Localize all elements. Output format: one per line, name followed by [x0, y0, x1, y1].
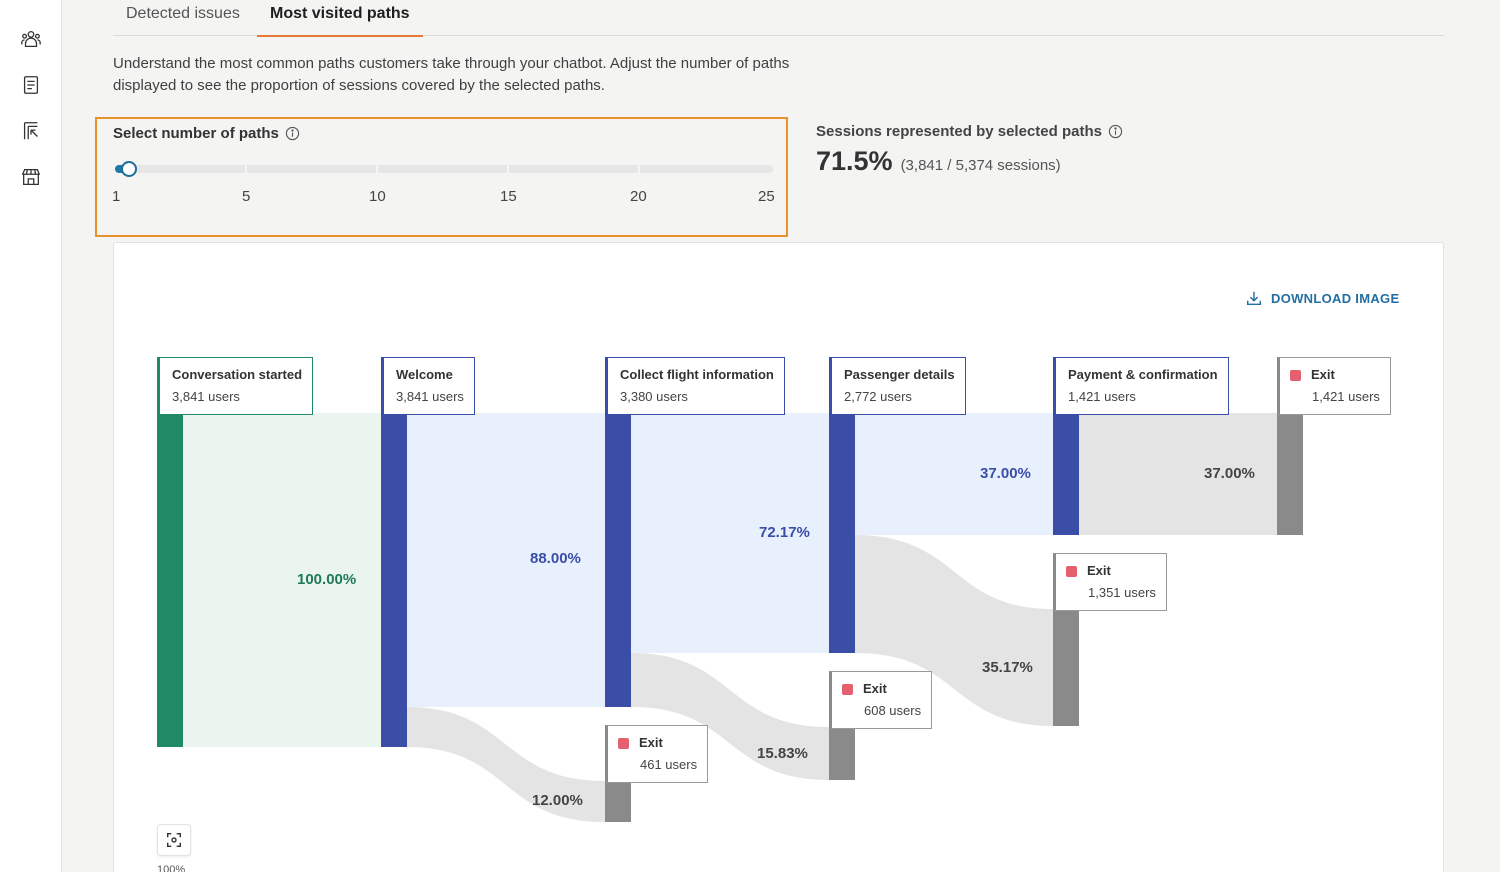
node-users: 1,421 users: [1068, 389, 1136, 404]
slider-segment-divider: [245, 165, 247, 173]
users-icon[interactable]: [18, 26, 44, 52]
node-label-passenger-details[interactable]: Passenger details 2,772 users: [829, 357, 966, 415]
flow-percent: 37.00%: [980, 465, 1031, 482]
download-icon: [1246, 291, 1262, 306]
flow-welcome-collect[interactable]: [407, 413, 605, 707]
node-bar-welcome[interactable]: [381, 357, 407, 747]
node-bar-conversation-started[interactable]: [157, 357, 183, 747]
tab-detected-issues[interactable]: Detected issues: [126, 5, 240, 22]
exit-marker-icon: [618, 737, 629, 749]
node-label-exit-passenger[interactable]: Exit 1,351 users: [1053, 553, 1167, 611]
sessions-percent: 71.5%: [816, 146, 893, 176]
fit-to-screen-button[interactable]: [157, 824, 191, 856]
node-title: Payment & confirmation: [1068, 367, 1218, 382]
flow-welcome-exit[interactable]: [407, 707, 605, 822]
store-icon[interactable]: [18, 164, 44, 190]
sessions-detail: (3,841 / 5,374 sessions): [900, 157, 1061, 174]
sessions-label: Sessions represented by selected paths: [816, 123, 1102, 140]
slider-segment-divider: [507, 165, 509, 173]
zoom-level: 100%: [157, 864, 186, 872]
slider-label: Select number of paths: [113, 125, 279, 142]
tab-most-visited-paths[interactable]: Most visited paths: [257, 0, 423, 37]
exit-marker-icon: [842, 683, 853, 695]
flow-collect-exit[interactable]: [631, 653, 829, 780]
report-icon[interactable]: [18, 118, 44, 144]
node-users: 3,380 users: [620, 389, 688, 404]
node-users: 1,351 users: [1088, 585, 1156, 600]
node-title: Exit: [1066, 560, 1156, 582]
node-users: 461 users: [640, 757, 698, 772]
node-label-exit-welcome[interactable]: Exit 461 users: [605, 725, 709, 783]
node-title: Collect flight information: [620, 367, 774, 382]
node-users: 3,841 users: [172, 389, 240, 404]
node-title-text: Exit: [639, 735, 663, 750]
info-icon[interactable]: [285, 126, 300, 141]
exit-marker-icon: [1066, 565, 1077, 577]
exit-marker-icon: [1290, 369, 1301, 381]
flow-percent: 15.83%: [757, 745, 808, 762]
fit-screen-icon: [166, 832, 182, 848]
sessions-label-row: Sessions represented by selected paths: [816, 123, 1123, 140]
node-label-exit-collect[interactable]: Exit 608 users: [829, 671, 933, 729]
flow-payment-exit[interactable]: [1079, 413, 1277, 535]
node-label-conversation-started[interactable]: Conversation started 3,841 users: [157, 357, 314, 415]
node-label-collect-flight[interactable]: Collect flight information 3,380 users: [605, 357, 785, 415]
left-rail: [0, 0, 62, 872]
node-title: Conversation started: [172, 367, 303, 382]
tab-bar: Detected issues Most visited paths: [113, 0, 1444, 37]
page-description: Understand the most common paths custome…: [113, 55, 790, 94]
flow-passenger-exit[interactable]: [855, 535, 1053, 726]
node-title: Exit: [1290, 364, 1380, 386]
node-users: 2,772 users: [844, 389, 912, 404]
flow-conversation-welcome[interactable]: [183, 413, 381, 747]
sessions-value: 71.5% (3,841 / 5,374 sessions): [816, 146, 1061, 177]
node-title-text: Exit: [1311, 367, 1335, 382]
flow-passenger-payment[interactable]: [855, 413, 1053, 535]
paths-slider-panel: Select number of paths 1 5 10 15 20 25: [95, 117, 788, 237]
node-title: Passenger details: [844, 367, 955, 382]
slider-tick: 20: [630, 188, 647, 205]
slider-thumb[interactable]: [121, 161, 137, 177]
slider-segment-divider: [376, 165, 378, 173]
download-label: DOWNLOAD IMAGE: [1271, 290, 1400, 306]
node-title: Exit: [842, 678, 921, 700]
slider-tick: 10: [369, 188, 386, 205]
flow-percent: 37.00%: [1204, 465, 1255, 482]
download-image-button[interactable]: DOWNLOAD IMAGE: [1245, 289, 1399, 307]
info-icon[interactable]: [1108, 124, 1123, 139]
slider-tick: 15: [500, 188, 517, 205]
node-bar-collect-flight[interactable]: [605, 357, 631, 707]
flow-percent: 88.00%: [530, 550, 581, 567]
node-users: 608 users: [864, 703, 922, 718]
slider-tick: 1: [112, 188, 121, 205]
flow-percent: 72.17%: [759, 524, 810, 541]
slider-label-row: Select number of paths: [113, 125, 300, 142]
flow-collect-passenger[interactable]: [631, 413, 829, 653]
flow-percent: 12.00%: [532, 792, 583, 809]
slider-segment-divider: [638, 165, 640, 173]
node-users: 3,841 users: [396, 389, 464, 404]
flow-percent: 35.17%: [982, 659, 1033, 676]
node-title: Welcome: [396, 367, 453, 382]
node-label-welcome[interactable]: Welcome 3,841 users: [381, 357, 475, 415]
slider-tick: 5: [242, 188, 251, 205]
node-label-exit-final[interactable]: Exit 1,421 users: [1277, 357, 1391, 415]
node-users: 1,421 users: [1312, 389, 1380, 404]
node-title-text: Exit: [863, 681, 887, 696]
document-icon[interactable]: [18, 72, 44, 98]
slider-tick: 25: [758, 188, 775, 205]
flow-percent: 100.00%: [297, 571, 357, 588]
node-title-text: Exit: [1087, 563, 1111, 578]
slider-track[interactable]: [115, 165, 773, 173]
node-title: Exit: [618, 732, 697, 754]
node-label-payment[interactable]: Payment & confirmation 1,421 users: [1053, 357, 1229, 415]
